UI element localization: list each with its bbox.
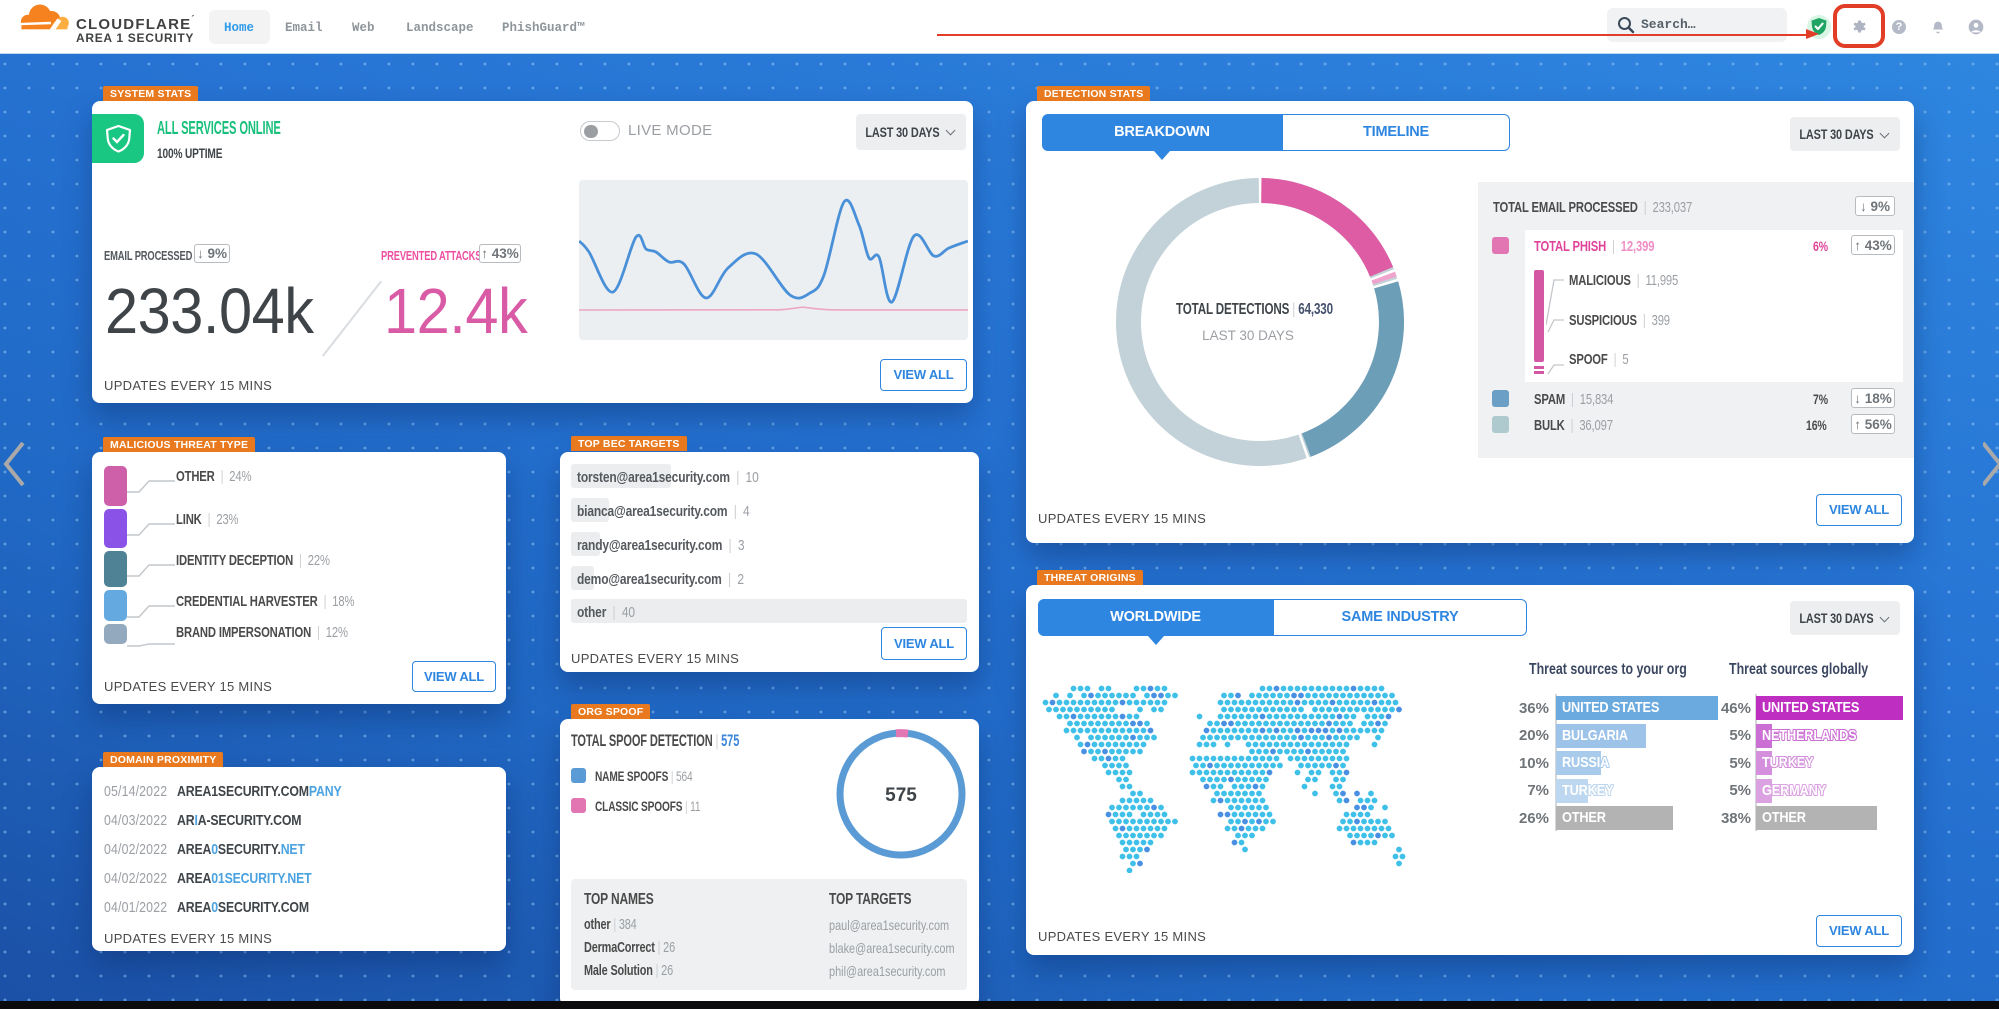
svg-text:575: 575 <box>885 785 917 806</box>
